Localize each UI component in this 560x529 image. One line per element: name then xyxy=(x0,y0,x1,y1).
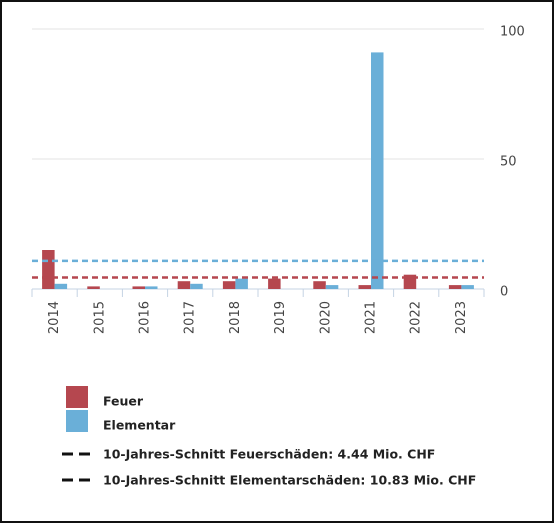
legend-label: 10-Jahres-Schnitt Feuerschäden: 4.44 Mio… xyxy=(103,447,435,462)
legend-swatch xyxy=(66,410,88,432)
x-tick-label: 2021 xyxy=(364,301,379,334)
x-tick-label: 2017 xyxy=(183,301,198,334)
bar xyxy=(132,286,145,289)
bar xyxy=(268,278,281,289)
frame xyxy=(0,0,554,523)
x-tick-label: 2018 xyxy=(228,301,243,334)
bar xyxy=(54,283,68,289)
x-tick-label: 2020 xyxy=(318,301,333,334)
legend-swatch xyxy=(66,386,88,408)
bar xyxy=(177,281,191,289)
x-tick-label: 2015 xyxy=(92,301,107,334)
x-tick-label: 2016 xyxy=(138,301,153,334)
x-tick-label: 2019 xyxy=(273,301,288,334)
x-tick-label: 2022 xyxy=(409,301,424,334)
bar xyxy=(448,285,462,289)
legend-label: 10-Jahres-Schnitt Elementarschäden: 10.8… xyxy=(103,473,476,488)
bar xyxy=(222,281,236,289)
bar xyxy=(190,283,203,289)
bar xyxy=(235,278,248,289)
legend-label: Feuer xyxy=(103,394,144,409)
bar xyxy=(145,286,158,289)
y-tick-label: 50 xyxy=(500,155,517,170)
bar xyxy=(325,285,339,289)
y-tick-label: 100 xyxy=(500,25,525,40)
bar xyxy=(87,286,100,289)
legend-label: Elementar xyxy=(103,418,176,433)
x-tick-label: 2014 xyxy=(47,301,62,334)
bar xyxy=(358,285,371,289)
bar xyxy=(42,250,55,289)
y-tick-label: 0 xyxy=(500,285,508,300)
bar xyxy=(461,285,474,289)
bar xyxy=(371,52,384,290)
x-tick-label: 2023 xyxy=(454,301,469,334)
bar xyxy=(313,281,326,289)
